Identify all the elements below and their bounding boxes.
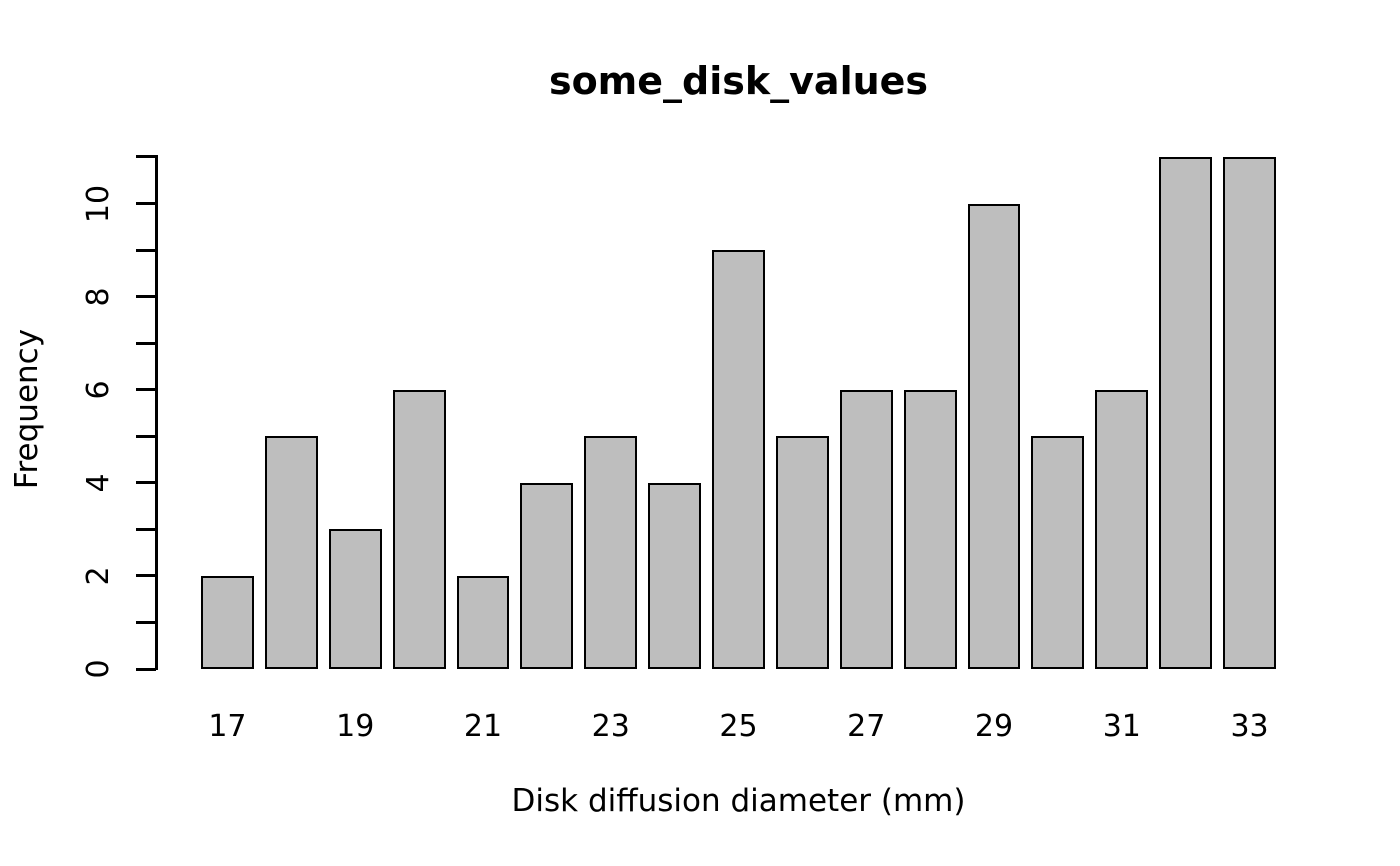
y-tick [136, 620, 156, 624]
bar [1159, 156, 1213, 669]
y-tick-label: 6 [80, 380, 116, 400]
x-tick-label: 17 [208, 709, 247, 744]
y-tick [136, 574, 156, 578]
y-tick [136, 434, 156, 438]
bar [839, 389, 893, 669]
x-axis-title: Disk diffusion diameter (mm) [511, 783, 966, 819]
bar [775, 436, 829, 669]
x-tick-label: 27 [847, 709, 886, 744]
x-tick-label: 21 [463, 709, 503, 744]
x-tick-label: 23 [591, 709, 630, 744]
y-tick [136, 667, 156, 671]
y-tick [136, 202, 156, 205]
y-tick [136, 341, 156, 345]
y-tick [136, 295, 156, 299]
y-tick [136, 527, 156, 531]
x-tick-label: 31 [1102, 709, 1141, 744]
y-tick [136, 248, 156, 252]
y-tick-label: 0 [80, 659, 116, 679]
chart-title: some_disk_values [548, 59, 929, 103]
bar [456, 575, 510, 669]
x-tick-label: 33 [1230, 709, 1269, 744]
x-tick-label: 25 [719, 709, 758, 744]
bar [1095, 389, 1149, 669]
bar [520, 482, 574, 669]
bar [1223, 156, 1276, 669]
x-tick-label: 29 [974, 709, 1014, 744]
y-tick-label: 10 [80, 184, 116, 223]
bar [392, 389, 446, 669]
y-tick [136, 388, 156, 392]
bar [201, 575, 254, 669]
bar [584, 436, 638, 669]
y-axis-line [155, 155, 158, 671]
y-axis-title: Frequency [9, 328, 45, 490]
bar [264, 436, 318, 669]
y-tick [136, 155, 156, 159]
x-tick-label: 19 [336, 709, 375, 744]
bar [967, 203, 1021, 669]
bar [328, 529, 382, 669]
y-tick [136, 481, 156, 485]
bar [648, 482, 702, 669]
bar [1031, 436, 1085, 669]
bar [712, 250, 765, 669]
y-tick-label: 2 [80, 566, 116, 586]
bar [903, 389, 957, 669]
y-tick-label: 4 [80, 473, 116, 493]
y-tick-label: 8 [80, 287, 116, 307]
